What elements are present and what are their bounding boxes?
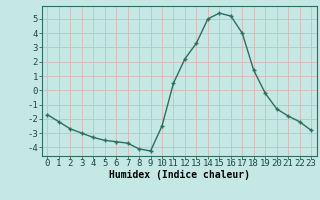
X-axis label: Humidex (Indice chaleur): Humidex (Indice chaleur): [109, 170, 250, 180]
